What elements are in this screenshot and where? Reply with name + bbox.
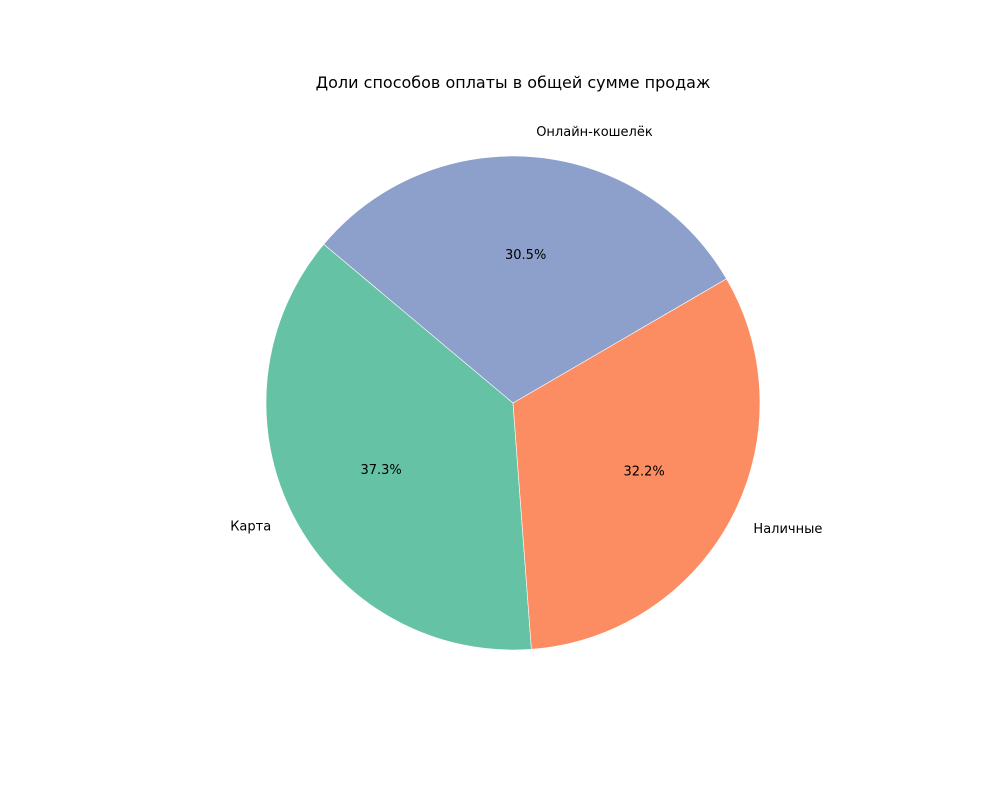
slice-label-2: Наличные bbox=[753, 522, 822, 537]
pie-slice-2 bbox=[512, 278, 761, 650]
slice-percent-1: 37.3% bbox=[360, 463, 401, 478]
pie-labels: Карта 37.3% Наличные 32.2% Онлайн-кошелёк 30.… bbox=[230, 125, 822, 537]
pie-slice-1 bbox=[265, 243, 532, 651]
pie-slices bbox=[265, 155, 761, 651]
pie-slice-3 bbox=[323, 155, 727, 404]
slice-label-1: Карта bbox=[230, 519, 271, 534]
slice-percent-2: 32.2% bbox=[623, 465, 664, 480]
slice-label-3: Онлайн-кошелёк bbox=[536, 125, 653, 140]
chart-title: Доли способов оплаты в общей сумме прода… bbox=[316, 73, 711, 92]
slice-percent-3: 30.5% bbox=[505, 248, 546, 263]
